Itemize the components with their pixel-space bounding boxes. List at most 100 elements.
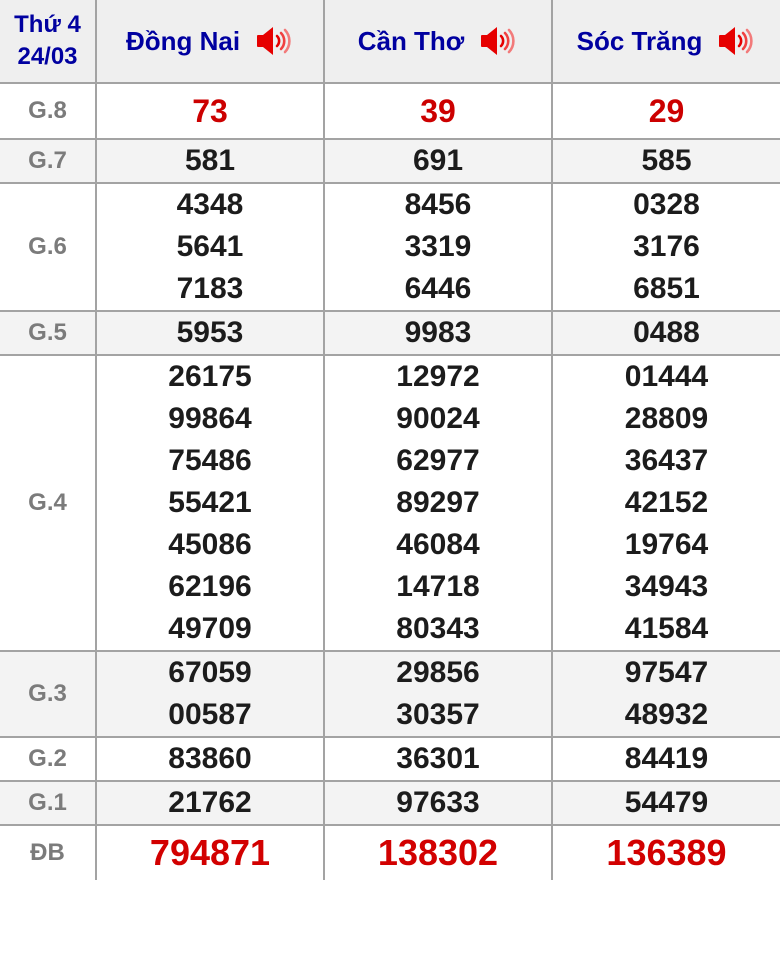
- prize-values-cell: 21762: [95, 780, 325, 826]
- prize-number: 9983: [404, 316, 472, 349]
- prize-values-cell: 136389: [551, 824, 780, 880]
- prize-number: 55421: [168, 486, 252, 519]
- province-header-inner: Sóc Trăng: [553, 25, 780, 57]
- prize-number: 89297: [396, 486, 480, 519]
- prize-number: 80343: [396, 612, 480, 645]
- prize-row-g8: G.8 73 39 29: [0, 82, 780, 140]
- prize-values-cell: 5953: [95, 310, 325, 356]
- prize-number: 36301: [396, 742, 480, 775]
- prize-values-cell: 26175 99864 75486 55421 45086 62196 49709: [95, 354, 325, 652]
- speaker-icon[interactable]: [480, 25, 518, 57]
- prize-label: G.4: [0, 354, 97, 652]
- prize-number: 97547: [624, 656, 709, 689]
- prize-number: 0328: [633, 188, 700, 221]
- prize-number: 29: [648, 93, 685, 129]
- prize-row-g3: G.3 67059 00587 29856 30357 97547 48932: [0, 650, 780, 738]
- prize-number: 99864: [168, 402, 252, 435]
- prize-number: 138302: [377, 832, 499, 873]
- prize-row-g2: G.2 83860 36301 84419: [0, 736, 780, 782]
- prize-number: 794871: [149, 832, 271, 873]
- prize-number: 62196: [168, 570, 252, 603]
- lottery-results-table: Thứ 4 24/03 Đồng Nai Cần Thơ Sóc Trăng G…: [0, 0, 780, 880]
- speaker-icon[interactable]: [718, 25, 756, 57]
- prize-values-cell: 9983: [323, 310, 553, 356]
- prize-number: 62977: [396, 444, 480, 477]
- prize-number: 36437: [624, 444, 709, 477]
- prize-number: 21762: [168, 786, 252, 819]
- prize-values-cell: 585: [551, 138, 780, 184]
- prize-number: 5953: [176, 316, 244, 349]
- prize-number: 7183: [176, 272, 244, 305]
- prize-number: 4348: [176, 188, 244, 221]
- speaker-icon[interactable]: [256, 25, 294, 57]
- prize-row-đb: ĐB 794871 138302 136389: [0, 824, 780, 880]
- prize-number: 28809: [624, 402, 709, 435]
- prize-label: G.6: [0, 182, 97, 312]
- prize-number: 8456: [404, 188, 472, 221]
- prize-number: 73: [192, 93, 228, 129]
- prize-values-cell: 01444 28809 36437 42152 19764 34943 41584: [551, 354, 780, 652]
- province-title[interactable]: Sóc Trăng: [576, 25, 703, 56]
- prize-number: 45086: [168, 528, 252, 561]
- prize-number: 19764: [624, 528, 709, 561]
- prize-row-g7: G.7 581 691 585: [0, 138, 780, 184]
- prize-number: 41584: [624, 612, 709, 645]
- prize-values-cell: 0328 3176 6851: [551, 182, 780, 312]
- prize-number: 3319: [404, 230, 472, 263]
- date-label: 24/03: [17, 43, 78, 70]
- prize-values-cell: 12972 90024 62977 89297 46084 14718 80343: [323, 354, 553, 652]
- prize-values-cell: 29856 30357: [323, 650, 553, 738]
- prize-number: 46084: [396, 528, 480, 561]
- date-cell: Thứ 4 24/03: [0, 0, 97, 84]
- prize-row-g4: G.4 26175 99864 75486 55421 45086 62196 49709 12…: [0, 354, 780, 652]
- prize-number: 3176: [633, 230, 700, 263]
- prize-number: 5641: [176, 230, 244, 263]
- province-title[interactable]: Đồng Nai: [125, 25, 241, 56]
- prize-values-cell: 581: [95, 138, 325, 184]
- prize-number: 97633: [396, 786, 480, 819]
- prize-values-cell: 67059 00587: [95, 650, 325, 738]
- prize-values-cell: 29: [551, 82, 780, 140]
- prize-number: 14718: [396, 570, 480, 603]
- province-header-inner: Đồng Nai: [97, 25, 323, 57]
- prize-values-cell: 691: [323, 138, 553, 184]
- prize-number: 01444: [624, 360, 709, 393]
- header-row: Thứ 4 24/03 Đồng Nai Cần Thơ Sóc Trăng: [0, 0, 780, 84]
- prize-row-g5: G.5 5953 9983 0488: [0, 310, 780, 356]
- prize-number: 00587: [168, 698, 252, 731]
- prize-label: G.8: [0, 82, 97, 140]
- prize-number: 49709: [168, 612, 252, 645]
- prize-number: 29856: [396, 656, 480, 689]
- prize-label: G.1: [0, 780, 97, 826]
- prize-number: 34943: [624, 570, 709, 603]
- prize-values-cell: 4348 5641 7183: [95, 182, 325, 312]
- prize-number: 26175: [168, 360, 252, 393]
- prize-number: 581: [184, 144, 236, 177]
- prize-values-cell: 0488: [551, 310, 780, 356]
- prize-values-cell: 8456 3319 6446: [323, 182, 553, 312]
- province-header-3: Sóc Trăng: [551, 0, 780, 84]
- prize-number: 90024: [396, 402, 480, 435]
- prize-values-cell: 138302: [323, 824, 553, 880]
- prize-label: G.3: [0, 650, 97, 738]
- province-header-2: Cần Thơ: [323, 0, 553, 84]
- prize-number: 691: [412, 144, 464, 177]
- prize-values-cell: 83860: [95, 736, 325, 782]
- prize-values-cell: 794871: [95, 824, 325, 880]
- results-body: G.8 73 39 29 G.7 581 691 585 G.6 4348 5641 7183 8456…: [0, 82, 780, 880]
- prize-values-cell: 36301: [323, 736, 553, 782]
- prize-label: G.2: [0, 736, 97, 782]
- prize-number: 54479: [624, 786, 709, 819]
- province-header-inner: Cần Thơ: [325, 25, 551, 57]
- prize-number: 42152: [624, 486, 709, 519]
- province-title[interactable]: Cần Thơ: [357, 25, 465, 56]
- province-header-1: Đồng Nai: [95, 0, 325, 84]
- prize-number: 67059: [168, 656, 252, 689]
- weekday-label: Thứ 4: [14, 11, 81, 38]
- prize-number: 12972: [396, 360, 480, 393]
- prize-number: 6851: [633, 272, 700, 305]
- prize-number: 30357: [396, 698, 480, 731]
- prize-label: G.5: [0, 310, 97, 356]
- prize-values-cell: 97633: [323, 780, 553, 826]
- prize-number: 75486: [168, 444, 252, 477]
